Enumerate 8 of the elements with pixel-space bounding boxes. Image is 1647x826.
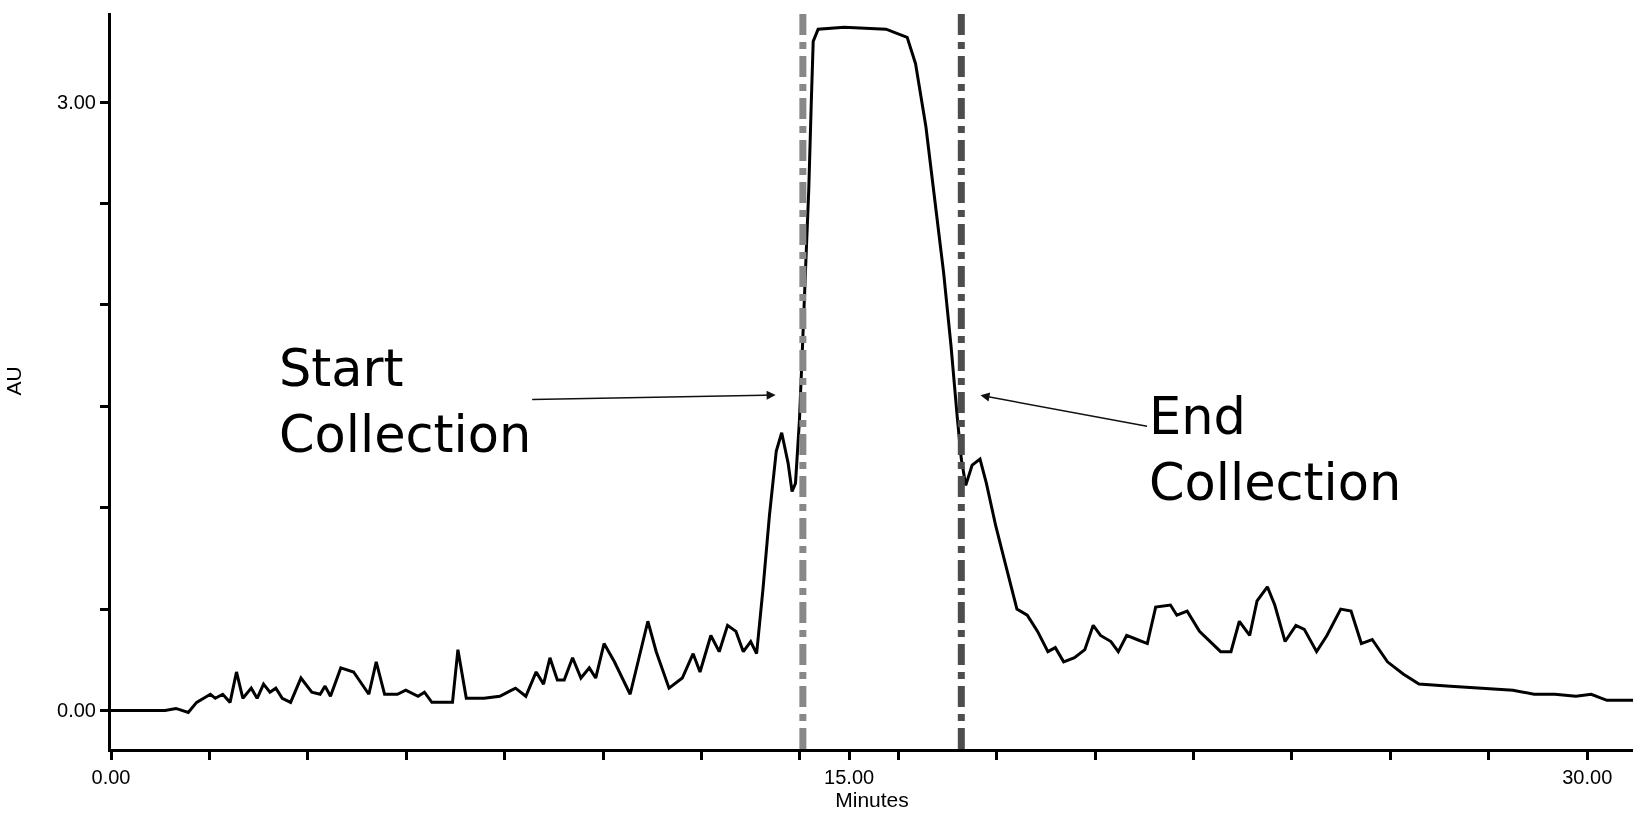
annotation: End Collection bbox=[1149, 387, 1402, 513]
y-tick-label: 3.00 bbox=[57, 91, 96, 114]
x-tick-label: 0.00 bbox=[91, 766, 131, 788]
annotation: Start Collection bbox=[279, 339, 532, 465]
x-tick-label: 30.00 bbox=[1562, 766, 1613, 788]
x-tick-label: 15.00 bbox=[824, 766, 875, 788]
x-axis-title: Minutes bbox=[835, 788, 909, 811]
y-axis-title: AU bbox=[2, 366, 26, 396]
